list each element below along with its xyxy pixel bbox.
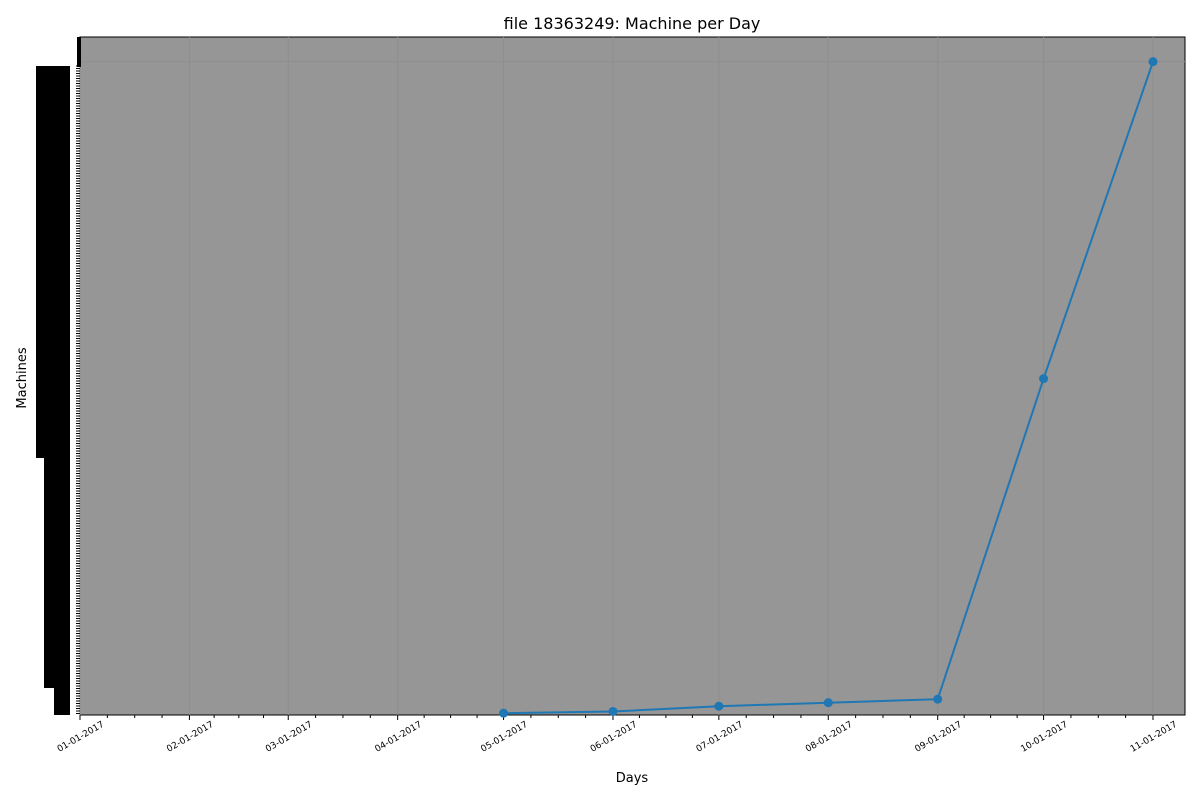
- x-tick-label: 08-01-2017: [804, 720, 854, 755]
- data-point: [608, 706, 618, 716]
- data-point: [1039, 374, 1049, 384]
- x-tick-label: 04-01-2017: [374, 720, 424, 755]
- data-point: [1148, 57, 1158, 67]
- y-axis-top-overlap: [77, 37, 81, 67]
- x-axis-label: Days: [616, 771, 649, 786]
- x-tick-label: 11-01-2017: [1129, 720, 1179, 755]
- x-tick-label: 06-01-2017: [589, 720, 639, 755]
- x-tick-label: 05-01-2017: [479, 720, 529, 755]
- data-point: [499, 708, 509, 718]
- data-point: [933, 694, 943, 704]
- y-axis-ticks: [36, 37, 81, 715]
- x-tick-label: 07-01-2017: [695, 720, 745, 755]
- x-tick-label: 10-01-2017: [1019, 720, 1069, 755]
- series-points: [499, 57, 1158, 718]
- plot-area: [79, 36, 1186, 716]
- data-point: [823, 698, 833, 708]
- chart-title: file 18363249: Machine per Day: [504, 14, 761, 33]
- x-tick-label: 03-01-2017: [264, 720, 314, 755]
- y-tick-labels-dense: [54, 688, 70, 715]
- grid-lines: [79, 37, 1185, 715]
- y-tick-labels-dense: [36, 66, 70, 458]
- y-tick-labels-dense: [44, 458, 70, 688]
- data-point: [714, 701, 724, 711]
- x-tick-label: 01-01-2017: [56, 720, 106, 755]
- y-axis-label: Machines: [15, 347, 30, 408]
- x-axis-ticks: 01-01-2017 02-01-2017 03-01-2017 04-01-2017…: [56, 715, 1179, 755]
- x-tick-label: 02-01-2017: [165, 720, 215, 755]
- x-tick-label: 09-01-2017: [914, 720, 964, 755]
